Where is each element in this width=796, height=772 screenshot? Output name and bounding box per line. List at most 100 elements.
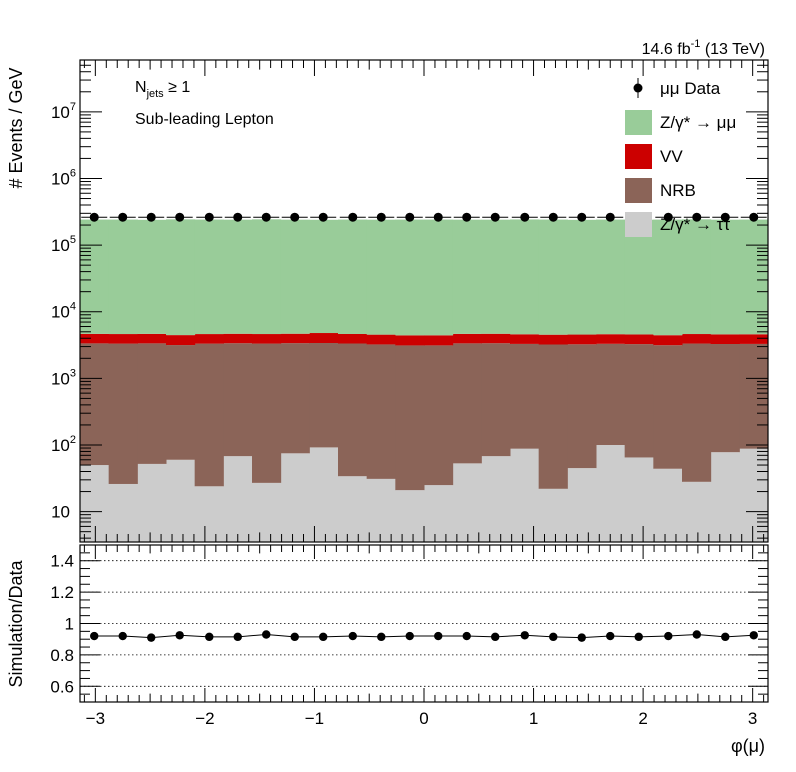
histogram-bar: [739, 219, 769, 335]
histogram-bar: [538, 344, 568, 489]
ratio-point: [606, 631, 615, 641]
histogram-bar: [481, 333, 511, 344]
histogram-bar: [682, 343, 712, 482]
histogram-bar: [567, 344, 597, 469]
histogram-bar: [366, 334, 396, 345]
histogram-bar: [510, 448, 540, 542]
ratio-y-tick-label: 1.4: [50, 552, 74, 571]
ratio-y-axis-label: Simulation/Data: [6, 559, 26, 687]
histogram-bar: [137, 219, 167, 334]
histogram-bar: [710, 219, 740, 335]
histogram-bar: [252, 334, 282, 344]
histogram-bar: [252, 482, 282, 542]
y-tick-label: 106: [51, 167, 76, 188]
ratio-point: [721, 632, 730, 642]
histogram-bar: [653, 468, 683, 542]
ratio-y-tick-label: 1.2: [50, 583, 74, 602]
ratio-point: [233, 632, 242, 642]
histogram-bar: [424, 485, 454, 542]
x-tick-label: 3: [748, 709, 757, 728]
histogram-bar: [366, 219, 396, 335]
histogram-bar: [481, 456, 511, 542]
histogram-bar: [252, 219, 282, 335]
histogram-bar: [223, 333, 253, 344]
histogram-bar: [596, 444, 626, 542]
histogram-bar: [194, 486, 224, 542]
histogram-bar: [424, 335, 454, 346]
data-points: [81, 212, 767, 222]
histogram-bar: [739, 334, 769, 344]
histogram-bar: [538, 334, 568, 345]
legend-swatch: [625, 144, 652, 169]
ratio-point: [118, 631, 127, 641]
legend-label: Z/γ* → μμ: [660, 113, 736, 132]
histogram-bar: [538, 488, 568, 542]
histogram-bar: [252, 343, 282, 483]
ratio-point: [377, 632, 386, 642]
ratio-panel: 0.6 0.8 1 1.2 1.4 −3 −2 −1 0 1 2 3 Simulation/Data…: [6, 544, 769, 756]
histogram-bar: [366, 344, 396, 479]
main-y-axis-label: # Events / GeV: [6, 67, 26, 188]
histogram-bar: [366, 478, 396, 542]
histogram-bar: [80, 343, 110, 466]
main-panel: 10 102 103 104 105 106 107 # Events / GeV Njet…: [6, 59, 769, 543]
ratio-point: [462, 631, 471, 641]
histogram-bar: [194, 219, 224, 335]
histogram-bar: [452, 463, 482, 542]
main-y-tick-labels: 10 102 103 104 105 106 107: [51, 101, 76, 522]
histogram-bar: [395, 335, 425, 346]
stacked-histogram: [80, 219, 769, 542]
histogram-bar: [108, 334, 138, 344]
legend-entry: NRB: [625, 178, 696, 203]
histogram-bar: [653, 345, 683, 469]
ratio-point: [290, 632, 299, 642]
histogram-bar: [567, 334, 597, 345]
histogram-bar: [338, 219, 368, 334]
ratio-point: [434, 631, 443, 641]
histogram-bar: [338, 333, 368, 344]
histogram-bar: [481, 343, 511, 457]
legend-label: μμ Data: [660, 79, 721, 98]
histogram-bar: [280, 219, 310, 334]
histogram-bar: [452, 343, 482, 464]
legend-swatch: [625, 178, 652, 203]
ratio-point: [262, 630, 271, 639]
main-x-ticks: [83, 60, 765, 542]
histogram-bar: [596, 219, 626, 335]
luminosity-label: 14.6 fb-1 (13 TeV): [642, 38, 765, 58]
histogram-bar: [567, 468, 597, 542]
legend-label: NRB: [660, 181, 696, 200]
ratio-y-ticks: [80, 544, 768, 703]
ratio-point: [520, 631, 529, 640]
y-tick-label: 103: [51, 367, 76, 388]
histogram-bar: [424, 219, 454, 336]
x-tick-label: 0: [419, 709, 428, 728]
histogram-bar: [682, 219, 712, 335]
histogram-bar: [309, 333, 339, 344]
histogram-bar: [137, 463, 167, 542]
x-tick-label: 2: [638, 709, 647, 728]
histogram-bar: [108, 343, 138, 484]
x-tick-label: −1: [305, 709, 324, 728]
histogram-bar: [194, 343, 224, 487]
histogram-bar: [682, 481, 712, 542]
lepton-annotation: Sub-leading Lepton: [135, 111, 274, 128]
ratio-y-tick-label: 0.6: [50, 677, 74, 696]
histogram-bar: [80, 219, 110, 334]
x-tick-label: −3: [86, 709, 105, 728]
histogram-bar: [538, 219, 568, 335]
histogram-bar: [108, 483, 138, 542]
histogram-bar: [596, 334, 626, 344]
ratio-point: [348, 631, 357, 641]
histogram-bar: [653, 219, 683, 336]
histogram-bar: [624, 219, 654, 335]
ratio-point: [749, 631, 758, 640]
y-tick-label: 107: [51, 101, 76, 122]
ratio-y-tick-label: 1: [65, 615, 74, 634]
legend-entry: Z/γ* → ττ: [625, 212, 730, 237]
ratio-x-tick-labels: −3 −2 −1 0 1 2 3: [86, 709, 758, 728]
ratio-gridlines: [80, 560, 768, 687]
y-tick-label: 10: [51, 503, 70, 522]
histogram-bar: [739, 448, 769, 542]
